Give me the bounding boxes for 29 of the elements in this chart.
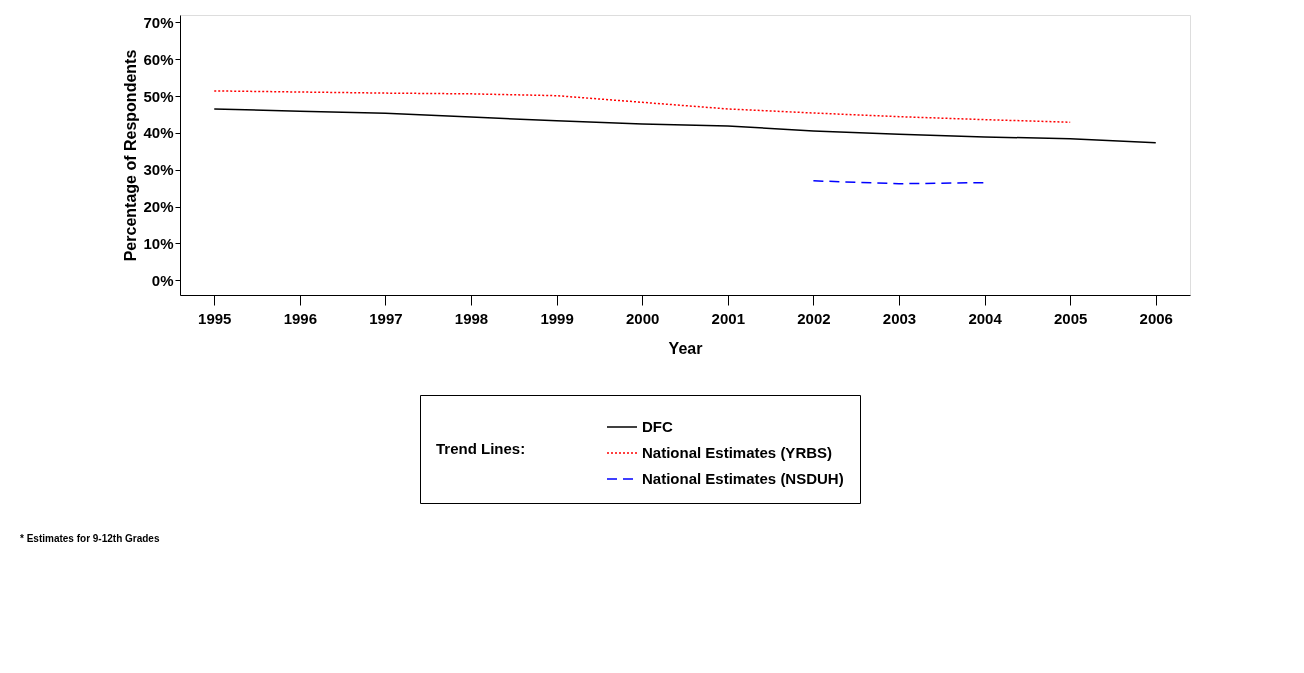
x-tick-label: 1997 [369,309,403,327]
y-tick-label: 30% [143,161,174,179]
line-series [213,108,1157,144]
x-tick-label: 1995 [198,309,232,327]
x-tick-label: 2002 [797,309,831,327]
x-axis-title: Year [668,339,703,357]
x-tick-label: 2006 [1139,309,1173,327]
x-tick-label: 2005 [1053,309,1088,327]
legend-title: Trend Lines: [436,440,526,457]
y-tick-label: 10% [143,234,174,252]
x-tick-label: 2000 [626,309,660,327]
x-tick-label: 2001 [711,309,745,327]
y-tick-label: 50% [143,87,174,105]
legend-label: DFC [642,418,673,435]
x-tick-label: 2004 [968,309,1003,327]
x-tick-label: 1999 [540,309,574,327]
legend-label: National Estimates (NSDUH) [642,470,844,487]
x-tick-label: 1996 [283,309,318,327]
line-series [213,90,1071,123]
x-tick-label: 1998 [454,309,489,327]
y-axis-title: Percentage of Respondents [122,49,140,262]
x-tick-label: 2003 [882,309,917,327]
y-tick-label: 0% [151,271,174,289]
legend-label: National Estimates (YRBS) [642,444,833,461]
y-tick-label: 70% [143,13,174,31]
y-tick-label: 60% [143,50,174,68]
y-tick-label: 40% [143,124,174,142]
text: * Estimates for 9-12th Grades [20,532,160,544]
y-tick-label: 20% [143,198,174,216]
